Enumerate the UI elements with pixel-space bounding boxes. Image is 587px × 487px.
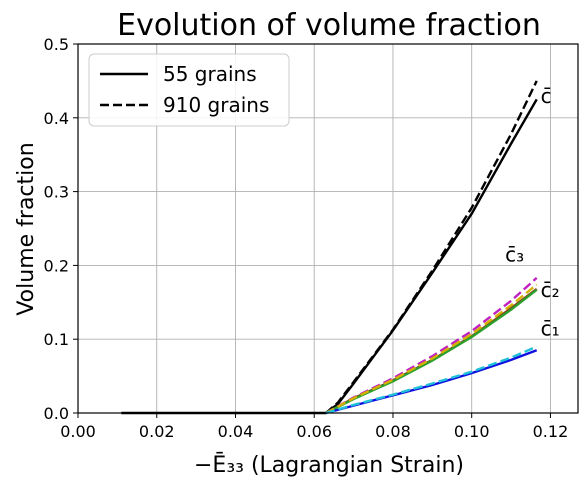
y-tick-label: 0.2 — [44, 256, 69, 275]
x-tick-label: 0.00 — [60, 422, 96, 441]
y-axis-ticks: 0.0 0.1 0.2 0.3 0.4 0.5 — [44, 35, 78, 423]
x-tick-label: 0.10 — [454, 422, 490, 441]
y-tick-label: 0.3 — [44, 183, 69, 202]
x-tick-label: 0.04 — [218, 422, 254, 441]
series-line-c2-910-grains — [325, 283, 538, 415]
legend: 55 grains 910 grains — [88, 53, 290, 127]
x-axis-label: −Ē₃₃ (Lagrangian Strain) — [194, 453, 464, 478]
x-tick-label: 0.06 — [296, 422, 332, 441]
series-line-c3-55-grains — [325, 288, 538, 415]
x-axis-ticks: 0.00 0.02 0.04 0.06 0.08 0.10 0.12 — [60, 413, 568, 441]
annotation-label: c̄₂ — [541, 278, 560, 302]
chart-title: Evolution of volume fraction — [117, 8, 541, 43]
x-tick-label: 0.12 — [533, 422, 569, 441]
y-axis-label: Volume fraction — [14, 142, 39, 315]
annotation-label: c̄₁ — [541, 317, 560, 341]
y-tick-label: 0.0 — [44, 404, 69, 423]
series-line-c-910-grains — [325, 80, 538, 414]
y-tick-label: 0.5 — [44, 35, 69, 54]
series-lines — [121, 80, 538, 415]
annotation-label: c̄ — [541, 84, 552, 108]
series-line-c-55-grains — [121, 98, 538, 415]
annotation-label: c̄₃ — [505, 243, 524, 267]
x-tick-label: 0.08 — [375, 422, 411, 441]
series-line-c3-910-grains — [325, 277, 538, 415]
x-tick-label: 0.02 — [139, 422, 175, 441]
plot-frame — [77, 43, 579, 414]
legend-box — [88, 53, 290, 127]
curve-annotations: c̄ c̄₃ c̄₂ c̄₁ — [505, 84, 559, 340]
legend-label: 910 grains — [163, 93, 269, 117]
y-tick-label: 0.1 — [44, 330, 69, 349]
y-tick-label: 0.4 — [44, 109, 69, 128]
legend-label: 55 grains — [163, 62, 257, 86]
series-line-c1-910-grains — [325, 345, 538, 415]
